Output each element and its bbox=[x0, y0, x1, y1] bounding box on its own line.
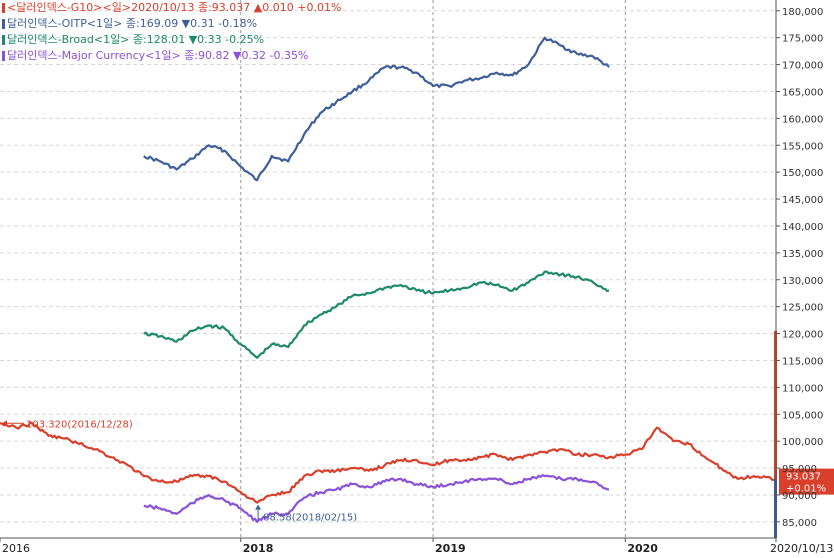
last-change-label: +0.01% bbox=[786, 484, 826, 495]
y-tick-label: 120,000 bbox=[782, 330, 823, 341]
legend-item-g10[interactable]: <달러인덱스-G10><일>2020/10/13 종:93.037 ▲0.010… bbox=[2, 0, 341, 16]
y-tick-label: 110,000 bbox=[782, 383, 823, 394]
legend: <달러인덱스-G10><일>2020/10/13 종:93.037 ▲0.010… bbox=[2, 0, 341, 64]
y-tick-label: 105,000 bbox=[782, 410, 823, 421]
legend-swatch-g10 bbox=[2, 3, 5, 13]
legend-label-major-currency: 달러인덱스-Major Currency<1일> 종:90.82 ▼0.32 -… bbox=[7, 49, 309, 62]
y-tick-label: 180,000 bbox=[782, 7, 823, 18]
legend-swatch-broad bbox=[2, 35, 5, 45]
y-tick-label: 130,000 bbox=[782, 276, 823, 287]
legend-item-broad[interactable]: 달러인덱스-Broad<1일> 종:128.01 ▼0.33 -0.25% bbox=[2, 32, 341, 48]
legend-label-broad: 달러인덱스-Broad<1일> 종:128.01 ▼0.33 -0.25% bbox=[7, 33, 265, 46]
x-tick-label: 2019 bbox=[435, 542, 466, 555]
legend-swatch-major-currency bbox=[2, 51, 5, 61]
y-tick-label: 175,000 bbox=[782, 34, 823, 45]
last-value-label: 93.037 bbox=[786, 472, 821, 483]
y-tick-label: 170,000 bbox=[782, 61, 823, 72]
y-tick-label: 145,000 bbox=[782, 195, 823, 206]
legend-item-major-currency[interactable]: 달러인덱스-Major Currency<1일> 종:90.82 ▼0.32 -… bbox=[2, 48, 341, 64]
y-tick-label: 140,000 bbox=[782, 222, 823, 233]
legend-label-oitp: 달러인덱스-OITP<1일> 종:169.09 ▼0.31 -0.18% bbox=[7, 17, 258, 30]
grid-layer bbox=[0, 0, 776, 538]
y-tick-label: 160,000 bbox=[782, 114, 823, 125]
legend-item-oitp[interactable]: 달러인덱스-OITP<1일> 종:169.09 ▼0.31 -0.18% bbox=[2, 16, 341, 32]
annotation-layer: 103.320(2016/12/28) 88.58(2018/02/15) 93.0… bbox=[2, 330, 834, 538]
y-tick-label: 165,000 bbox=[782, 87, 823, 98]
high-annotation-label: 103.320(2016/12/28) bbox=[26, 419, 133, 430]
y-tick-label: 85,000 bbox=[782, 518, 817, 529]
series-line-oitp bbox=[143, 36, 610, 182]
y-tick-label: 95,000 bbox=[782, 464, 817, 475]
y-tick-label: 100,000 bbox=[782, 437, 823, 448]
x-tick-label: 2020 bbox=[627, 542, 658, 555]
x-tick-label: 2018 bbox=[243, 542, 274, 555]
x-tick-label: 2020/10/13 bbox=[770, 542, 833, 555]
series-line-g10 bbox=[0, 421, 777, 504]
last-value-box bbox=[779, 468, 834, 495]
legend-label-g10: <달러인덱스-G10><일>2020/10/13 종:93.037 ▲0.010… bbox=[7, 1, 342, 14]
y-tick-label: 135,000 bbox=[782, 249, 823, 260]
x-tick-label: 2016 bbox=[2, 542, 30, 555]
y-tick-label: 115,000 bbox=[782, 356, 823, 367]
y-tick-label: 150,000 bbox=[782, 168, 823, 179]
legend-swatch-oitp bbox=[2, 19, 5, 29]
series-layer bbox=[0, 36, 777, 523]
high-annotation-arrowhead bbox=[2, 420, 7, 427]
low-annotation-arrowhead bbox=[255, 504, 262, 510]
y-tick-label: 155,000 bbox=[782, 141, 823, 152]
low-annotation-label: 88.58(2018/02/15) bbox=[263, 513, 357, 524]
series-line-broad bbox=[143, 270, 610, 359]
y-tick-label: 125,000 bbox=[782, 303, 823, 314]
series-line-major-currency bbox=[143, 474, 610, 523]
y-tick-label: 90,000 bbox=[782, 491, 817, 502]
